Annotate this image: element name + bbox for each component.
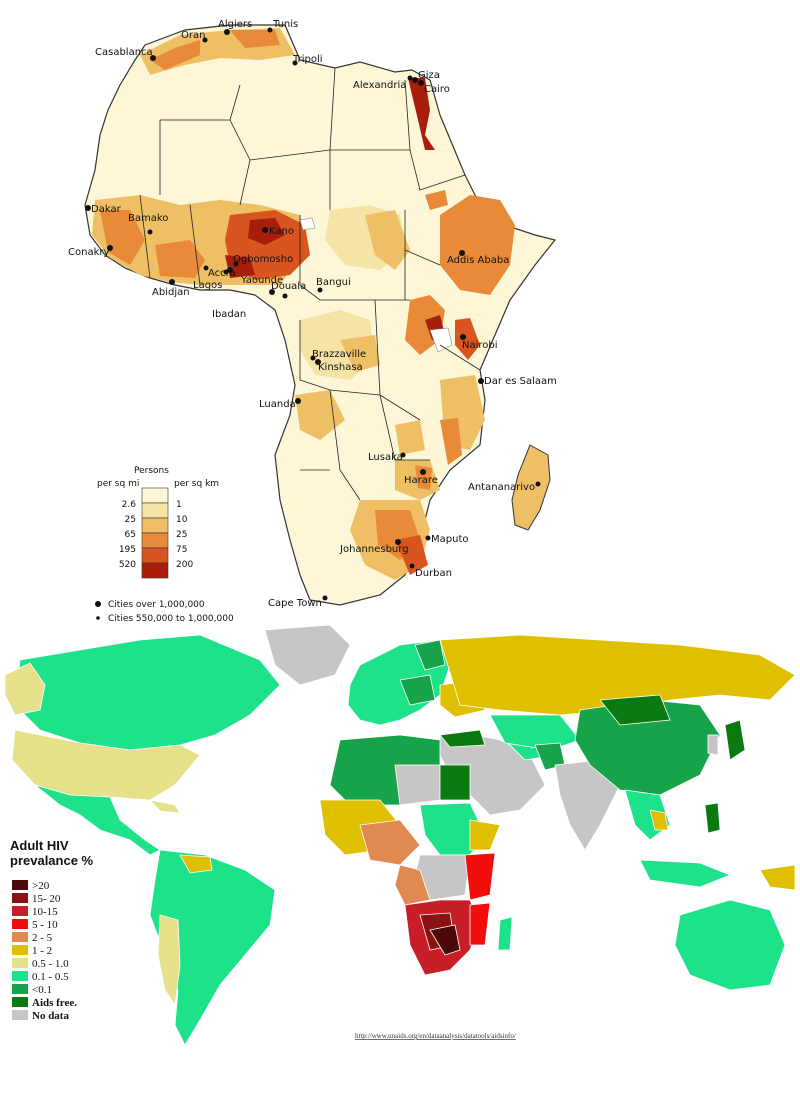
legend-swatch — [141, 532, 169, 549]
city-label: Brazzaville — [312, 349, 366, 360]
density-regions — [92, 28, 515, 580]
city-markers — [85, 27, 541, 601]
city-label: Johannesburg — [339, 544, 409, 555]
hiv-legend-swatch — [12, 919, 28, 929]
city-label: Kinshasa — [318, 362, 363, 373]
hiv-legend-label: 1 - 2 — [32, 945, 52, 957]
city-label: Yaounde — [240, 275, 283, 286]
legend-swatch — [141, 487, 169, 504]
city-label: Alexandria — [353, 80, 406, 91]
hiv-legend-swatch — [12, 906, 28, 916]
legend-swatch — [141, 502, 169, 519]
city-label: Lusaka — [368, 452, 403, 463]
legend-cities-large: Cities over 1,000,000 — [108, 600, 205, 610]
hiv-legend-swatch — [12, 893, 28, 903]
legend-value-mi: 520 — [119, 560, 136, 570]
city-label: Durban — [415, 568, 452, 579]
hiv-legend-swatch — [12, 958, 28, 968]
city-label: Dakar — [91, 204, 122, 215]
city-label: Algiers — [218, 19, 252, 30]
hiv-legend-label: No data — [32, 1010, 69, 1022]
legend-value-km: 75 — [176, 545, 187, 555]
city-label: Addis Ababa — [447, 255, 509, 266]
legend-col-right: per sq km — [174, 479, 219, 489]
city-label: Maputo — [431, 534, 468, 545]
legend-value-km: 25 — [176, 530, 187, 540]
legend-value-km: 200 — [176, 560, 193, 570]
hiv-legend-swatch — [12, 997, 28, 1007]
city-label: Cairo — [424, 84, 450, 95]
city-label: Dar es Salaam — [484, 376, 557, 387]
legend-value-mi: 195 — [119, 545, 136, 555]
legend-value-km: 10 — [176, 515, 188, 525]
legend-value-mi: 2.6 — [122, 500, 137, 510]
legend-swatch — [141, 517, 169, 534]
hiv-legend-label: 10-15 — [32, 906, 58, 918]
city-label: Ogbomosho — [233, 254, 293, 265]
hiv-legend-label: <0.1 — [32, 984, 52, 996]
city-label: Tunis — [272, 19, 298, 30]
city-labels: Algiers Tunis Oran Casablanca Tripoli Gi… — [68, 19, 557, 609]
hiv-legend-swatch — [12, 971, 28, 981]
legend-title-line2: prevalance % — [10, 853, 94, 868]
source-link[interactable]: http://www.unaids.org/en/dataanalysis/da… — [355, 1032, 516, 1040]
city-label: Tripoli — [292, 54, 323, 65]
legend-value-km: 1 — [176, 500, 182, 510]
legend-value-mi: 65 — [125, 530, 136, 540]
hiv-legend-swatch — [12, 932, 28, 942]
city-label: Kano — [269, 226, 294, 237]
city-label: Cape Town — [268, 598, 322, 609]
legend-title: Persons — [134, 466, 169, 476]
city-label: Conakry — [68, 247, 109, 258]
country-borders — [139, 67, 481, 501]
hiv-legend-swatch — [12, 1010, 28, 1020]
population-density-legend: Persons per sq mi per sq km 2.6 1 25 10 65 25… — [95, 466, 234, 624]
hiv-legend-swatch — [12, 945, 28, 955]
legend-swatch — [141, 562, 169, 579]
legend-swatches: 2.6 1 25 10 65 25 195 75 520 200 — [119, 487, 193, 579]
hiv-legend-swatch — [12, 984, 28, 994]
legend-cities-medium: Cities 550,000 to 1,000,000 — [108, 614, 234, 624]
hiv-legend-label: Aids free. — [32, 997, 77, 1009]
city-label: Ibadan — [212, 309, 246, 320]
city-label: Oran — [181, 30, 205, 41]
city-label: Bangui — [316, 277, 351, 288]
legend-col-left: per sq mi — [97, 479, 139, 489]
city-label: Luanda — [259, 399, 296, 410]
city-label: Nairobi — [462, 340, 498, 351]
city-label: Lagos — [193, 280, 222, 291]
hiv-legend-label: 0.5 - 1.0 — [32, 958, 69, 970]
city-label: Accra — [208, 268, 236, 279]
city-label: Casablanca — [95, 47, 153, 58]
africa-population-density-map: Algiers Tunis Oran Casablanca Tripoli Gi… — [68, 19, 557, 624]
hiv-legend-label: 5 - 10 — [32, 919, 58, 931]
legend-title-line1: Adult HIV — [10, 838, 69, 853]
city-label: Antananarivo — [468, 482, 535, 493]
city-label: Giza — [418, 70, 440, 81]
city-label: Douala — [271, 281, 306, 292]
hiv-legend-swatch — [12, 880, 28, 890]
city-label: Abidjan — [152, 287, 190, 298]
legend-value-mi: 25 — [125, 515, 136, 525]
city-label: Bamako — [128, 213, 168, 224]
legend-swatch — [141, 547, 169, 564]
hiv-legend-label: >20 — [32, 880, 50, 892]
city-label: Harare — [404, 475, 438, 486]
hiv-legend-label: 0.1 - 0.5 — [32, 971, 69, 983]
hiv-legend-label: 2 - 5 — [32, 932, 53, 944]
world-landmasses — [4, 625, 796, 1046]
hiv-legend-label: 15- 20 — [32, 893, 61, 905]
